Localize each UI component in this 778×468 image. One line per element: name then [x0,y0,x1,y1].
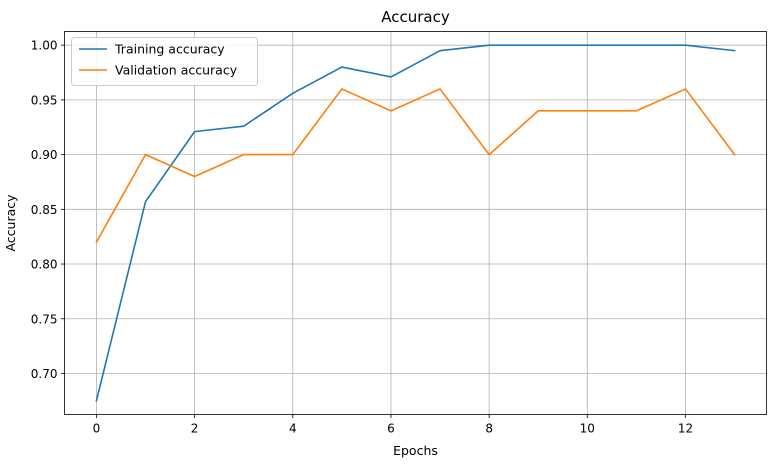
grid-lines [64,31,767,415]
y-tick-label: 1.00 [31,39,58,53]
series-lines [95,44,736,402]
legend-box [71,37,258,86]
y-tick-label: 0.70 [31,367,58,381]
legend-label-training: Training accuracy [114,42,225,57]
plot-frame [64,31,767,415]
y-tick-label: 0.95 [31,93,58,107]
x-tick-label: 10 [580,422,595,436]
legend: Training accuracy Validation accuracy [71,37,258,86]
x-tick-label: 2 [191,422,199,436]
x-tick-label: 6 [387,422,395,436]
x-tick-label: 4 [289,422,297,436]
x-axis-label: Epochs [393,443,438,458]
x-axis-ticks: 0 2 4 6 8 10 12 [93,414,693,436]
legend-label-validation: Validation accuracy [115,63,238,78]
y-axis-label: Accuracy [3,194,18,252]
x-tick-label: 8 [485,422,493,436]
training-accuracy-line [95,44,736,402]
x-tick-label: 12 [678,422,693,436]
y-tick-label: 0.85 [31,203,58,217]
validation-accuracy-line [95,88,736,244]
y-tick-label: 0.80 [31,258,58,272]
y-tick-label: 0.75 [31,312,58,326]
chart-title: Accuracy [381,8,450,26]
x-tick-label: 0 [93,422,101,436]
y-axis-ticks: 0.70 0.75 0.80 0.85 0.90 0.95 1.00 [31,39,65,381]
y-tick-label: 0.90 [31,148,58,162]
